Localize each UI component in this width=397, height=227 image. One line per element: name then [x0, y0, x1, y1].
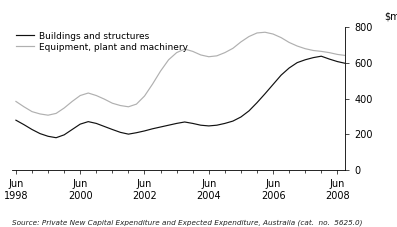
- Equipment, plant and machinery: [134, 103, 139, 106]
- Equipment, plant and machinery: [174, 51, 179, 54]
- Text: Source: Private New Capital Expenditure and Expected Expenditure, Australia (cat: Source: Private New Capital Expenditure …: [12, 220, 362, 226]
- Equipment, plant and machinery: [78, 94, 83, 97]
- Equipment, plant and machinery: [254, 32, 259, 34]
- Equipment, plant and machinery: [327, 51, 332, 54]
- Buildings and structures: [38, 132, 42, 135]
- Buildings and structures: [21, 123, 26, 126]
- Text: $m: $m: [384, 12, 397, 22]
- Equipment, plant and machinery: [94, 94, 99, 97]
- Buildings and structures: [102, 125, 107, 128]
- Buildings and structures: [254, 101, 259, 104]
- Line: Equipment, plant and machinery: Equipment, plant and machinery: [16, 32, 345, 115]
- Buildings and structures: [78, 123, 83, 126]
- Buildings and structures: [263, 92, 268, 95]
- Buildings and structures: [343, 62, 348, 65]
- Equipment, plant and machinery: [126, 105, 131, 108]
- Buildings and structures: [271, 83, 276, 86]
- Buildings and structures: [311, 56, 316, 59]
- Equipment, plant and machinery: [319, 50, 324, 53]
- Line: Buildings and structures: Buildings and structures: [16, 56, 345, 138]
- Equipment, plant and machinery: [46, 114, 50, 116]
- Buildings and structures: [54, 136, 58, 139]
- Buildings and structures: [46, 135, 50, 138]
- Buildings and structures: [327, 58, 332, 60]
- Equipment, plant and machinery: [335, 53, 340, 56]
- Buildings and structures: [206, 125, 211, 127]
- Buildings and structures: [214, 124, 219, 127]
- Buildings and structures: [287, 67, 291, 69]
- Buildings and structures: [86, 120, 91, 123]
- Equipment, plant and machinery: [118, 104, 123, 107]
- Equipment, plant and machinery: [206, 55, 211, 58]
- Buildings and structures: [110, 128, 115, 131]
- Buildings and structures: [222, 122, 227, 125]
- Equipment, plant and machinery: [239, 41, 243, 43]
- Buildings and structures: [150, 127, 155, 130]
- Buildings and structures: [247, 110, 251, 112]
- Buildings and structures: [198, 124, 203, 127]
- Equipment, plant and machinery: [295, 45, 300, 47]
- Buildings and structures: [166, 124, 171, 127]
- Buildings and structures: [158, 126, 163, 128]
- Buildings and structures: [182, 121, 187, 123]
- Buildings and structures: [30, 128, 35, 131]
- Equipment, plant and machinery: [303, 47, 308, 50]
- Buildings and structures: [94, 122, 99, 125]
- Buildings and structures: [13, 119, 18, 122]
- Buildings and structures: [303, 58, 308, 61]
- Equipment, plant and machinery: [263, 31, 268, 34]
- Buildings and structures: [134, 131, 139, 134]
- Equipment, plant and machinery: [62, 107, 67, 109]
- Buildings and structures: [239, 116, 243, 118]
- Equipment, plant and machinery: [279, 36, 283, 39]
- Equipment, plant and machinery: [271, 33, 276, 35]
- Equipment, plant and machinery: [231, 47, 235, 50]
- Equipment, plant and machinery: [247, 35, 251, 38]
- Buildings and structures: [335, 60, 340, 63]
- Legend: Buildings and structures, Equipment, plant and machinery: Buildings and structures, Equipment, pla…: [16, 32, 188, 52]
- Equipment, plant and machinery: [158, 70, 163, 72]
- Equipment, plant and machinery: [110, 102, 115, 105]
- Equipment, plant and machinery: [13, 100, 18, 103]
- Equipment, plant and machinery: [182, 48, 187, 50]
- Buildings and structures: [62, 133, 67, 136]
- Equipment, plant and machinery: [102, 98, 107, 101]
- Equipment, plant and machinery: [70, 100, 75, 103]
- Equipment, plant and machinery: [343, 54, 348, 57]
- Equipment, plant and machinery: [287, 41, 291, 44]
- Equipment, plant and machinery: [166, 58, 171, 61]
- Buildings and structures: [295, 61, 300, 64]
- Equipment, plant and machinery: [150, 83, 155, 85]
- Equipment, plant and machinery: [214, 54, 219, 57]
- Equipment, plant and machinery: [54, 112, 58, 115]
- Buildings and structures: [70, 128, 75, 131]
- Buildings and structures: [319, 55, 324, 58]
- Buildings and structures: [142, 130, 147, 132]
- Buildings and structures: [190, 122, 195, 125]
- Buildings and structures: [279, 74, 283, 76]
- Equipment, plant and machinery: [311, 49, 316, 52]
- Equipment, plant and machinery: [38, 113, 42, 115]
- Equipment, plant and machinery: [190, 50, 195, 53]
- Equipment, plant and machinery: [142, 95, 147, 97]
- Buildings and structures: [231, 120, 235, 122]
- Buildings and structures: [118, 131, 123, 134]
- Equipment, plant and machinery: [30, 110, 35, 113]
- Equipment, plant and machinery: [21, 105, 26, 108]
- Buildings and structures: [174, 122, 179, 125]
- Equipment, plant and machinery: [86, 92, 91, 94]
- Equipment, plant and machinery: [222, 51, 227, 54]
- Equipment, plant and machinery: [198, 54, 203, 56]
- Buildings and structures: [126, 133, 131, 136]
